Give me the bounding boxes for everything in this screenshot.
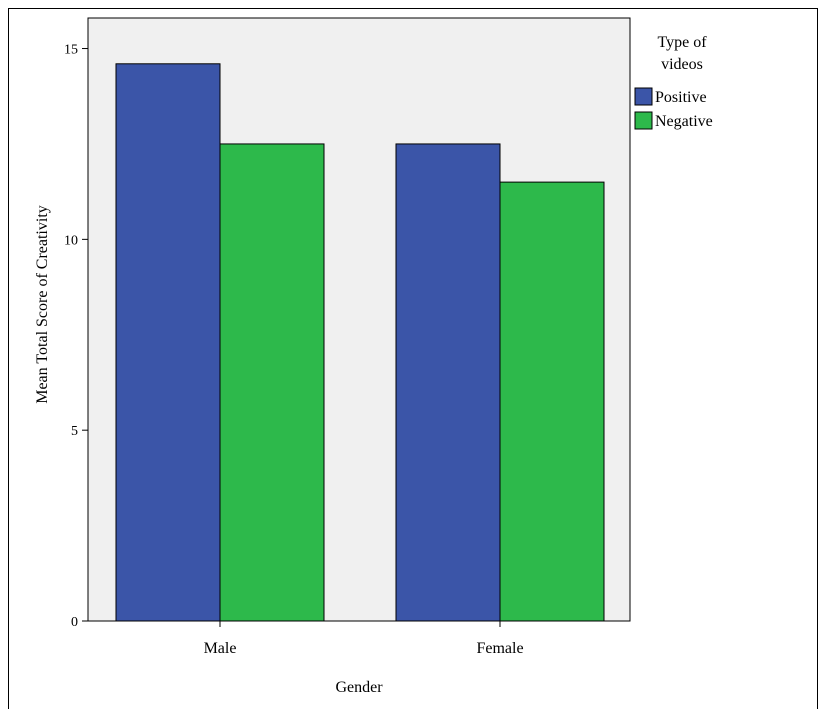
- y-axis-label: Mean Total Score of Creativity: [34, 205, 51, 404]
- y-tick-label-15: 15: [64, 43, 78, 58]
- y-tick-label-10: 10: [64, 233, 78, 248]
- legend-swatch-positive: [634, 87, 653, 106]
- legend-label-positive: Positive: [655, 89, 707, 106]
- legend-title-line-2: videos: [661, 56, 703, 73]
- bar-female-negative: [499, 181, 605, 622]
- legend-label-negative: Negative: [655, 113, 713, 130]
- legend-swatch-negative: [634, 111, 653, 130]
- chart-frame: [8, 8, 818, 709]
- legend-title-line-1: Type of: [657, 34, 707, 51]
- x-axis-label: Gender: [335, 679, 383, 696]
- bar-male-positive: [115, 63, 221, 622]
- bar-female-positive: [395, 143, 501, 622]
- x-tick-label-male: Male: [204, 640, 237, 657]
- y-tick-label-5: 5: [71, 424, 78, 439]
- x-tick-label-female: Female: [476, 640, 523, 657]
- y-tick-label-0: 0: [71, 615, 78, 630]
- bar-male-negative: [219, 143, 325, 622]
- legend: Type of videos Positive Negative: [634, 34, 713, 130]
